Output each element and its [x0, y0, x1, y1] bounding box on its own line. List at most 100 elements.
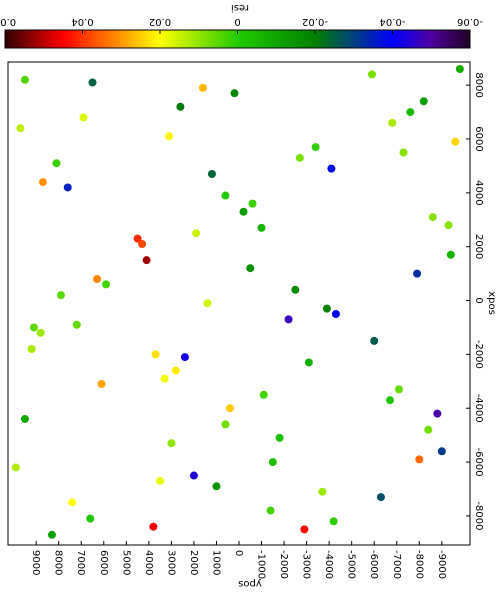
point	[419, 97, 428, 106]
colorbar-cell	[135, 30, 139, 48]
colorbar-cell	[70, 30, 74, 48]
point	[167, 439, 176, 448]
point	[133, 234, 142, 243]
colorbar-cell	[110, 30, 114, 48]
point	[399, 148, 408, 157]
colorbar-cell	[67, 30, 71, 48]
point	[156, 476, 165, 485]
point	[370, 336, 379, 345]
colorbar-cell	[107, 30, 111, 48]
x-tick-label: 0	[473, 297, 484, 303]
point	[395, 385, 404, 394]
colorbar-cell	[8, 30, 12, 48]
point	[189, 471, 198, 480]
y-tick-label: -9000	[436, 550, 447, 579]
colorbar-cell	[225, 30, 229, 48]
colorbar-cell	[361, 30, 366, 48]
y-tick-label: -7000	[391, 550, 402, 579]
y-tick-label: -4000	[323, 550, 334, 579]
point	[56, 291, 65, 300]
point	[455, 65, 464, 73]
colorbar-cell	[150, 30, 155, 48]
colorbar-cell	[280, 30, 285, 48]
colorbar-cell	[268, 30, 273, 48]
point	[16, 124, 25, 133]
colorbar-cell	[54, 30, 59, 48]
colorbar-cell	[17, 30, 21, 48]
colorbar-tick-label: 0	[234, 16, 240, 27]
colorbar-tick-label: 0.02	[149, 16, 171, 27]
colorbar-cell	[299, 30, 304, 48]
point	[221, 191, 230, 200]
colorbar-tick-label: 0.04	[71, 16, 93, 27]
colorbar-cell	[215, 30, 220, 48]
point	[27, 345, 36, 353]
point	[79, 113, 88, 122]
colorbar-cell	[426, 30, 431, 48]
colorbar-cell	[445, 30, 449, 48]
point	[29, 323, 38, 332]
point	[171, 366, 180, 375]
colorbar-cell	[414, 30, 418, 48]
point	[93, 275, 102, 283]
y-tick-label: -1000	[256, 550, 267, 579]
colorbar-cell	[122, 30, 127, 48]
colorbar-cell	[287, 30, 291, 48]
point	[291, 285, 300, 294]
colorbar-cell	[463, 30, 468, 48]
point	[239, 207, 248, 216]
y-tick-label: 7000	[75, 550, 86, 575]
point	[331, 310, 340, 318]
colorbar-cell	[119, 30, 124, 48]
colorbar-cell	[346, 30, 350, 48]
colorbar-cell	[57, 30, 62, 48]
colorbar-cell	[466, 30, 471, 48]
point	[329, 517, 338, 526]
colorbar-cell	[386, 30, 390, 48]
colorbar-cell	[274, 30, 279, 48]
colorbar-cell	[451, 30, 455, 48]
colorbar-cell	[342, 30, 347, 48]
colorbar-cell	[32, 30, 37, 48]
y-tick-label: 6000	[98, 550, 109, 575]
colorbar-cell	[156, 30, 161, 48]
plot-frame	[7, 61, 471, 546]
colorbar-cell	[91, 30, 96, 48]
colorbar-cell	[370, 30, 375, 48]
colorbar-cell	[243, 30, 248, 48]
point	[225, 404, 234, 413]
point	[406, 108, 415, 117]
colorbar-cell	[352, 30, 356, 48]
point	[86, 514, 95, 523]
y-tick-label: 2000	[188, 550, 199, 575]
colorbar-cell	[187, 30, 192, 48]
point	[36, 328, 45, 337]
point	[367, 70, 376, 79]
colorbar-cell	[79, 30, 83, 48]
colorbar-cell	[401, 30, 406, 48]
colorbar-cell	[377, 30, 381, 48]
colorbar-cell	[349, 30, 353, 48]
colorbar-cell	[324, 30, 328, 48]
x-tick-label: 4000	[473, 180, 484, 205]
point	[180, 353, 189, 362]
colorbar-cell	[373, 30, 378, 48]
point	[20, 415, 29, 423]
colorbar-cell	[290, 30, 294, 48]
y-tick-label: 4000	[143, 550, 154, 575]
point	[275, 433, 284, 442]
colorbar-cell	[63, 30, 68, 48]
point	[20, 75, 29, 84]
point	[322, 304, 331, 313]
colorbar-cell	[249, 30, 254, 48]
colorbar-cell	[246, 30, 251, 48]
colorbar-cell	[178, 30, 183, 48]
point	[221, 420, 230, 429]
y-tick-label: 1000	[210, 550, 221, 575]
point	[165, 132, 174, 141]
x-tick-label: -8000	[473, 501, 484, 530]
point	[176, 102, 185, 111]
colorbar-cell	[203, 30, 207, 48]
y-tick-label: 0	[233, 550, 244, 556]
